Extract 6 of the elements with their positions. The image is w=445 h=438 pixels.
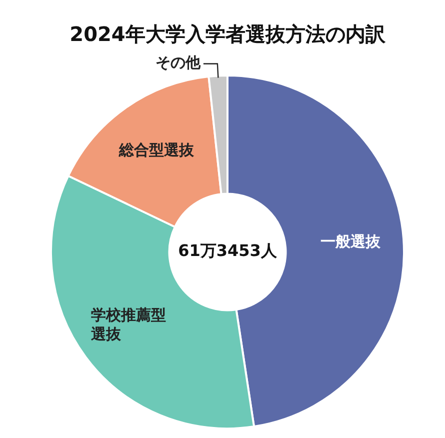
text: 61万3453人 — [178, 241, 278, 260]
slice-label: 学校推薦型選抜 — [90, 306, 166, 343]
slice-label: その他 — [155, 54, 202, 72]
slice-label: 総合型選抜 — [118, 141, 195, 160]
slice-label: 一般選抜 — [320, 232, 382, 251]
chart-title: 2024年大学入学者選抜方法の内訳 — [70, 22, 386, 46]
